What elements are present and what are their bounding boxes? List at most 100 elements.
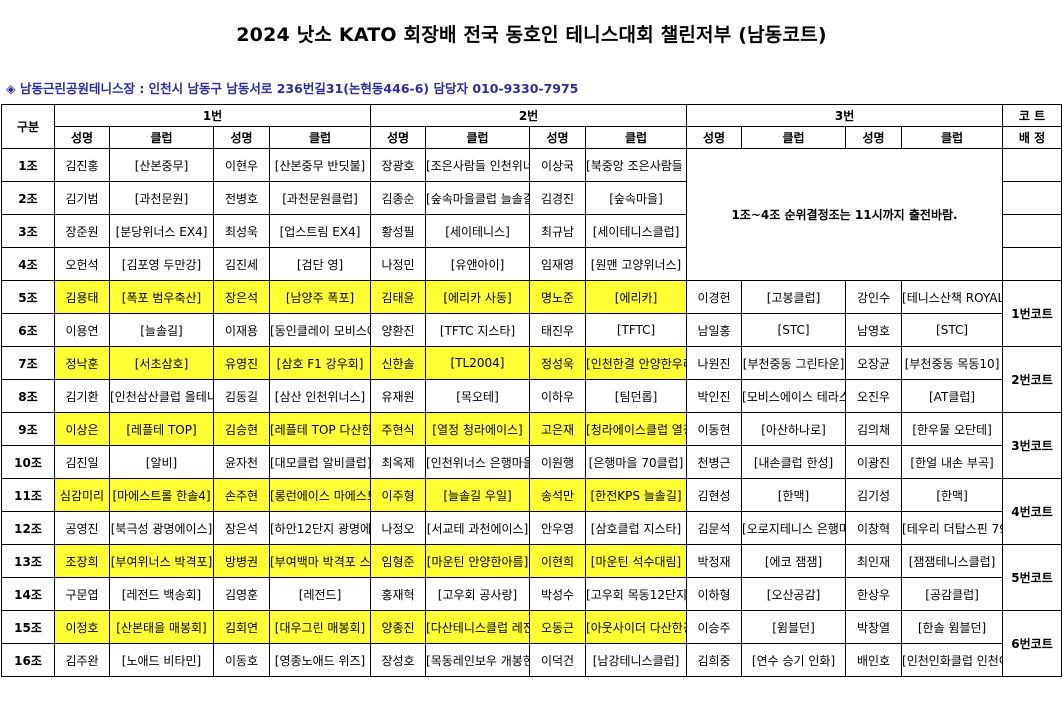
club-name: [북중앙 조은사람들 부개5단지] xyxy=(585,148,688,182)
club-name: [마운틴 안양한아름] xyxy=(425,544,531,578)
player-name: 구문엽 xyxy=(54,577,110,611)
table-row: 3조 장준원 [분당위너스 EX4] 최성욱 [업스트림 EX4] 황성필 [세이테니스] 최… xyxy=(1,214,1063,248)
club-name: [테니스산책 ROYAL] xyxy=(901,280,1004,314)
club-name: [고우회 목동12단지] xyxy=(585,577,688,611)
player-name: 남일홍 xyxy=(686,313,743,347)
club-name: [마에스트롤 한솔4] xyxy=(109,478,214,512)
header-court-assign-2: 배 정 xyxy=(1002,126,1063,149)
club-name: [업스트림 EX4] xyxy=(268,214,372,248)
table-row: 7조 정낙훈 [서초삼호] 유영진 [삼호 F1 강우회] 신한솔 [TL2004] 정성욱[… xyxy=(1,346,1063,413)
club-name: [영종노애드 위즈] xyxy=(268,643,372,677)
header-name: 성명 xyxy=(845,126,903,149)
court-assign-empty xyxy=(1002,148,1063,182)
group-label: 7조 xyxy=(1,346,55,380)
club-name: [다산테니스클럽 레전드] xyxy=(425,610,531,644)
player-name: 천병근 xyxy=(686,445,743,479)
notice-cell: 1조~4조 순위결정조는 11시까지 출전바람. xyxy=(686,148,1004,281)
club-name: [원맨 고양위너스] xyxy=(585,247,688,281)
court-assign-empty xyxy=(1002,214,1063,248)
club-name: [김포영 두만강] xyxy=(109,247,214,281)
court-assign-empty xyxy=(1002,181,1063,215)
player-name: 장성호 xyxy=(370,643,427,677)
header-name: 성명 xyxy=(686,126,743,149)
player-name: 김의채 xyxy=(845,412,903,446)
club-name: [열정 청라에이스] xyxy=(425,412,531,446)
club-name: [검단 영] xyxy=(268,247,372,281)
group-label: 13조 xyxy=(1,544,55,578)
player-name: 이광진 xyxy=(845,445,903,479)
player-name: 윤자천 xyxy=(213,445,270,479)
player-name: 전병호 xyxy=(213,181,270,215)
club-name: [폭포 범우축산] xyxy=(109,280,214,314)
club-name: [한맥] xyxy=(901,478,1004,512)
header-club: 클럽 xyxy=(425,126,531,149)
player-name: 한상우 xyxy=(845,577,903,611)
player-name: 신한솔 xyxy=(370,346,427,380)
club-name: [한전KPS 늘솔길] xyxy=(585,478,688,512)
player-name: 송석만 xyxy=(529,478,587,512)
player-name: 김희중 xyxy=(686,643,743,677)
player-name: 김현성 xyxy=(686,478,743,512)
club-name: [과천문원클럽] xyxy=(268,181,372,215)
court-assignment: 4번코트 xyxy=(1002,478,1063,545)
club-name: [목오테] xyxy=(425,379,531,413)
group-label: 10조 xyxy=(1,445,55,479)
club-name: [STC] xyxy=(901,313,1004,347)
club-name: [삼산 인천위너스] xyxy=(268,379,372,413)
club-name: [유앤아이] xyxy=(425,247,531,281)
player-name: 김기환 xyxy=(54,379,110,413)
player-name: 김진일 xyxy=(54,445,110,479)
header-row-1: 구분 1번 2번 3번 코 트 xyxy=(1,104,1063,149)
club-name: [분당위너스 EX4] xyxy=(109,214,214,248)
player-name: 김주완 xyxy=(54,643,110,677)
club-name: [테우리 더탑스핀 79양띠클럽] xyxy=(901,511,1004,545)
club-name: [에리카 사동] xyxy=(425,280,531,314)
court-assignment: 5번코트 xyxy=(1002,544,1063,611)
club-name: [잼잼테니스클럽] xyxy=(901,544,1004,578)
player-name: 이상국 xyxy=(529,148,587,182)
player-name: 김승현 xyxy=(213,412,270,446)
club-name: [레플테 TOP 다산한강] xyxy=(268,412,372,446)
club-name: [레플테 TOP] xyxy=(109,412,214,446)
club-name: [에리카] xyxy=(585,280,688,314)
club-name: [북극성 광명에이스] xyxy=(109,511,214,545)
group-label: 9조 xyxy=(1,412,55,446)
club-name: [청라에이스클럽 열정테니스클럽] xyxy=(585,412,688,446)
court-assignment: 6번코트 xyxy=(1002,610,1063,677)
player-name: 손주현 xyxy=(213,478,270,512)
player-name: 임형준 xyxy=(370,544,427,578)
header-club: 클럽 xyxy=(109,126,214,149)
club-name: [서교테 과천에이스] xyxy=(425,511,531,545)
table-row: 16조 김주완 [노애드 비타민] 이동호 [영종노애드 위즈] 장성호 [목동레인보우 개… xyxy=(1,643,1062,677)
player-name: 김기범 xyxy=(54,181,110,215)
player-name: 최규남 xyxy=(529,214,587,248)
player-name: 최성욱 xyxy=(213,214,270,248)
club-name: [은행마을 70클럽] xyxy=(585,445,688,479)
club-name: [STC] xyxy=(741,313,847,347)
header-court-assign: 코 트 xyxy=(1002,104,1063,127)
group-label: 16조 xyxy=(1,643,55,677)
club-name: [인천인화클럽 인천어태클럽] xyxy=(901,643,1004,677)
table-row: 5조 김용태 [폭포 범우축산] 장은석 [남양주 폭포] 김태윤 [에리카 사동] 명노준[… xyxy=(1,280,1063,347)
club-name: [삼호 F1 강우회] xyxy=(268,346,372,380)
group-label: 11조 xyxy=(1,478,55,512)
draw-table: 구분 1번 2번 3번 코 트 성명 클럽 성명 클럽 성명 클럽 성명 클럽 … xyxy=(1,104,1063,677)
player-name: 정성욱 xyxy=(529,346,587,380)
player-name: 이동현 xyxy=(686,412,743,446)
player-name: 이원행 xyxy=(529,445,587,479)
club-name: [늘솔길 우일] xyxy=(425,478,531,512)
player-name: 장준원 xyxy=(54,214,110,248)
header-gubun: 구분 xyxy=(1,104,55,149)
club-name: [한얼 내손 부곡] xyxy=(901,445,1004,479)
club-name: [한솔 윔블던] xyxy=(901,610,1004,644)
club-name: [한우물 오단테] xyxy=(901,412,1004,446)
club-name: [대우그린 매봉회] xyxy=(268,610,372,644)
header-club: 클럽 xyxy=(585,126,688,149)
club-name: [인천한결 안양한우리 늘솔길] xyxy=(585,346,688,380)
group-label: 1조 xyxy=(1,148,55,182)
player-name: 양환진 xyxy=(370,313,427,347)
club-name: [인천위너스 은행마을] xyxy=(425,445,531,479)
club-name: [동인클레이 모비스에이스] xyxy=(268,313,372,347)
